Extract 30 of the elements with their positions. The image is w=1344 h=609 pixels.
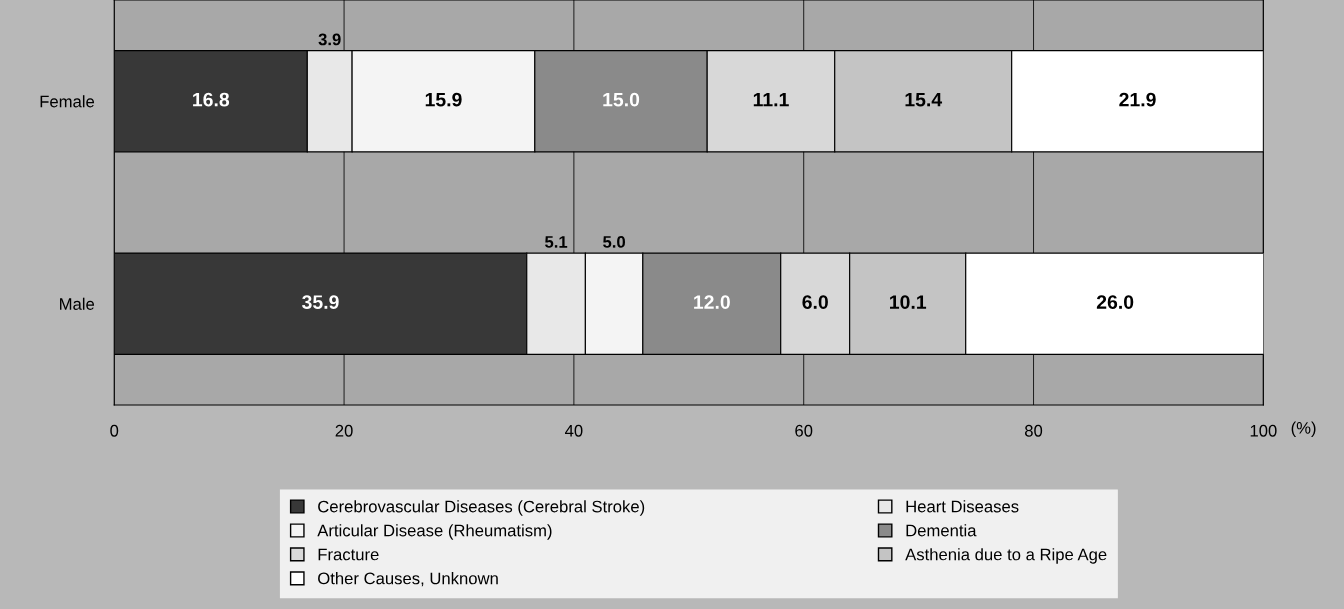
legend-label: Other Causes, Unknown [318, 572, 498, 587]
legend-label: Asthenia due to a Ripe Age [905, 548, 1107, 564]
data-label: 5.1 [545, 236, 568, 248]
x-tick-label: 0 [110, 424, 119, 437]
legend-label: Dementia [906, 524, 977, 537]
legend-label: Heart Diseases [906, 500, 1019, 513]
y-tick-label: Female [40, 95, 95, 108]
data-label: 35.9 [302, 295, 339, 309]
data-label: 12.0 [694, 295, 730, 309]
legend-label: Fracture [318, 548, 379, 561]
x-tick-label: 60 [795, 424, 813, 437]
x-tick-label: 100 [1250, 424, 1277, 437]
x-tick-label: 40 [565, 424, 583, 437]
data-label: 6.0 [802, 295, 828, 309]
data-label: 26.0 [1096, 295, 1134, 309]
data-label: 15.4 [905, 92, 943, 107]
x-tick-label: 20 [335, 424, 353, 437]
data-label: 15.9 [425, 92, 462, 107]
legend-label: Articular Disease (Rheumatism) [317, 524, 552, 540]
data-label: 5.0 [603, 235, 626, 248]
x-tick-label: 80 [1024, 424, 1043, 437]
data-label: 10.1 [890, 295, 927, 309]
data-label: 16.8 [193, 92, 230, 107]
y-tick-label: Male [60, 297, 95, 310]
legend-label: Cerebrovascular Diseases (Cerebral Stroke) [318, 500, 645, 516]
data-label: 21.9 [1119, 92, 1156, 107]
data-label: 3.9 [318, 33, 341, 46]
x-axis-title: (%) [1291, 421, 1316, 438]
data-label: 15.0 [603, 92, 640, 107]
data-label: 11.1 [753, 92, 789, 107]
